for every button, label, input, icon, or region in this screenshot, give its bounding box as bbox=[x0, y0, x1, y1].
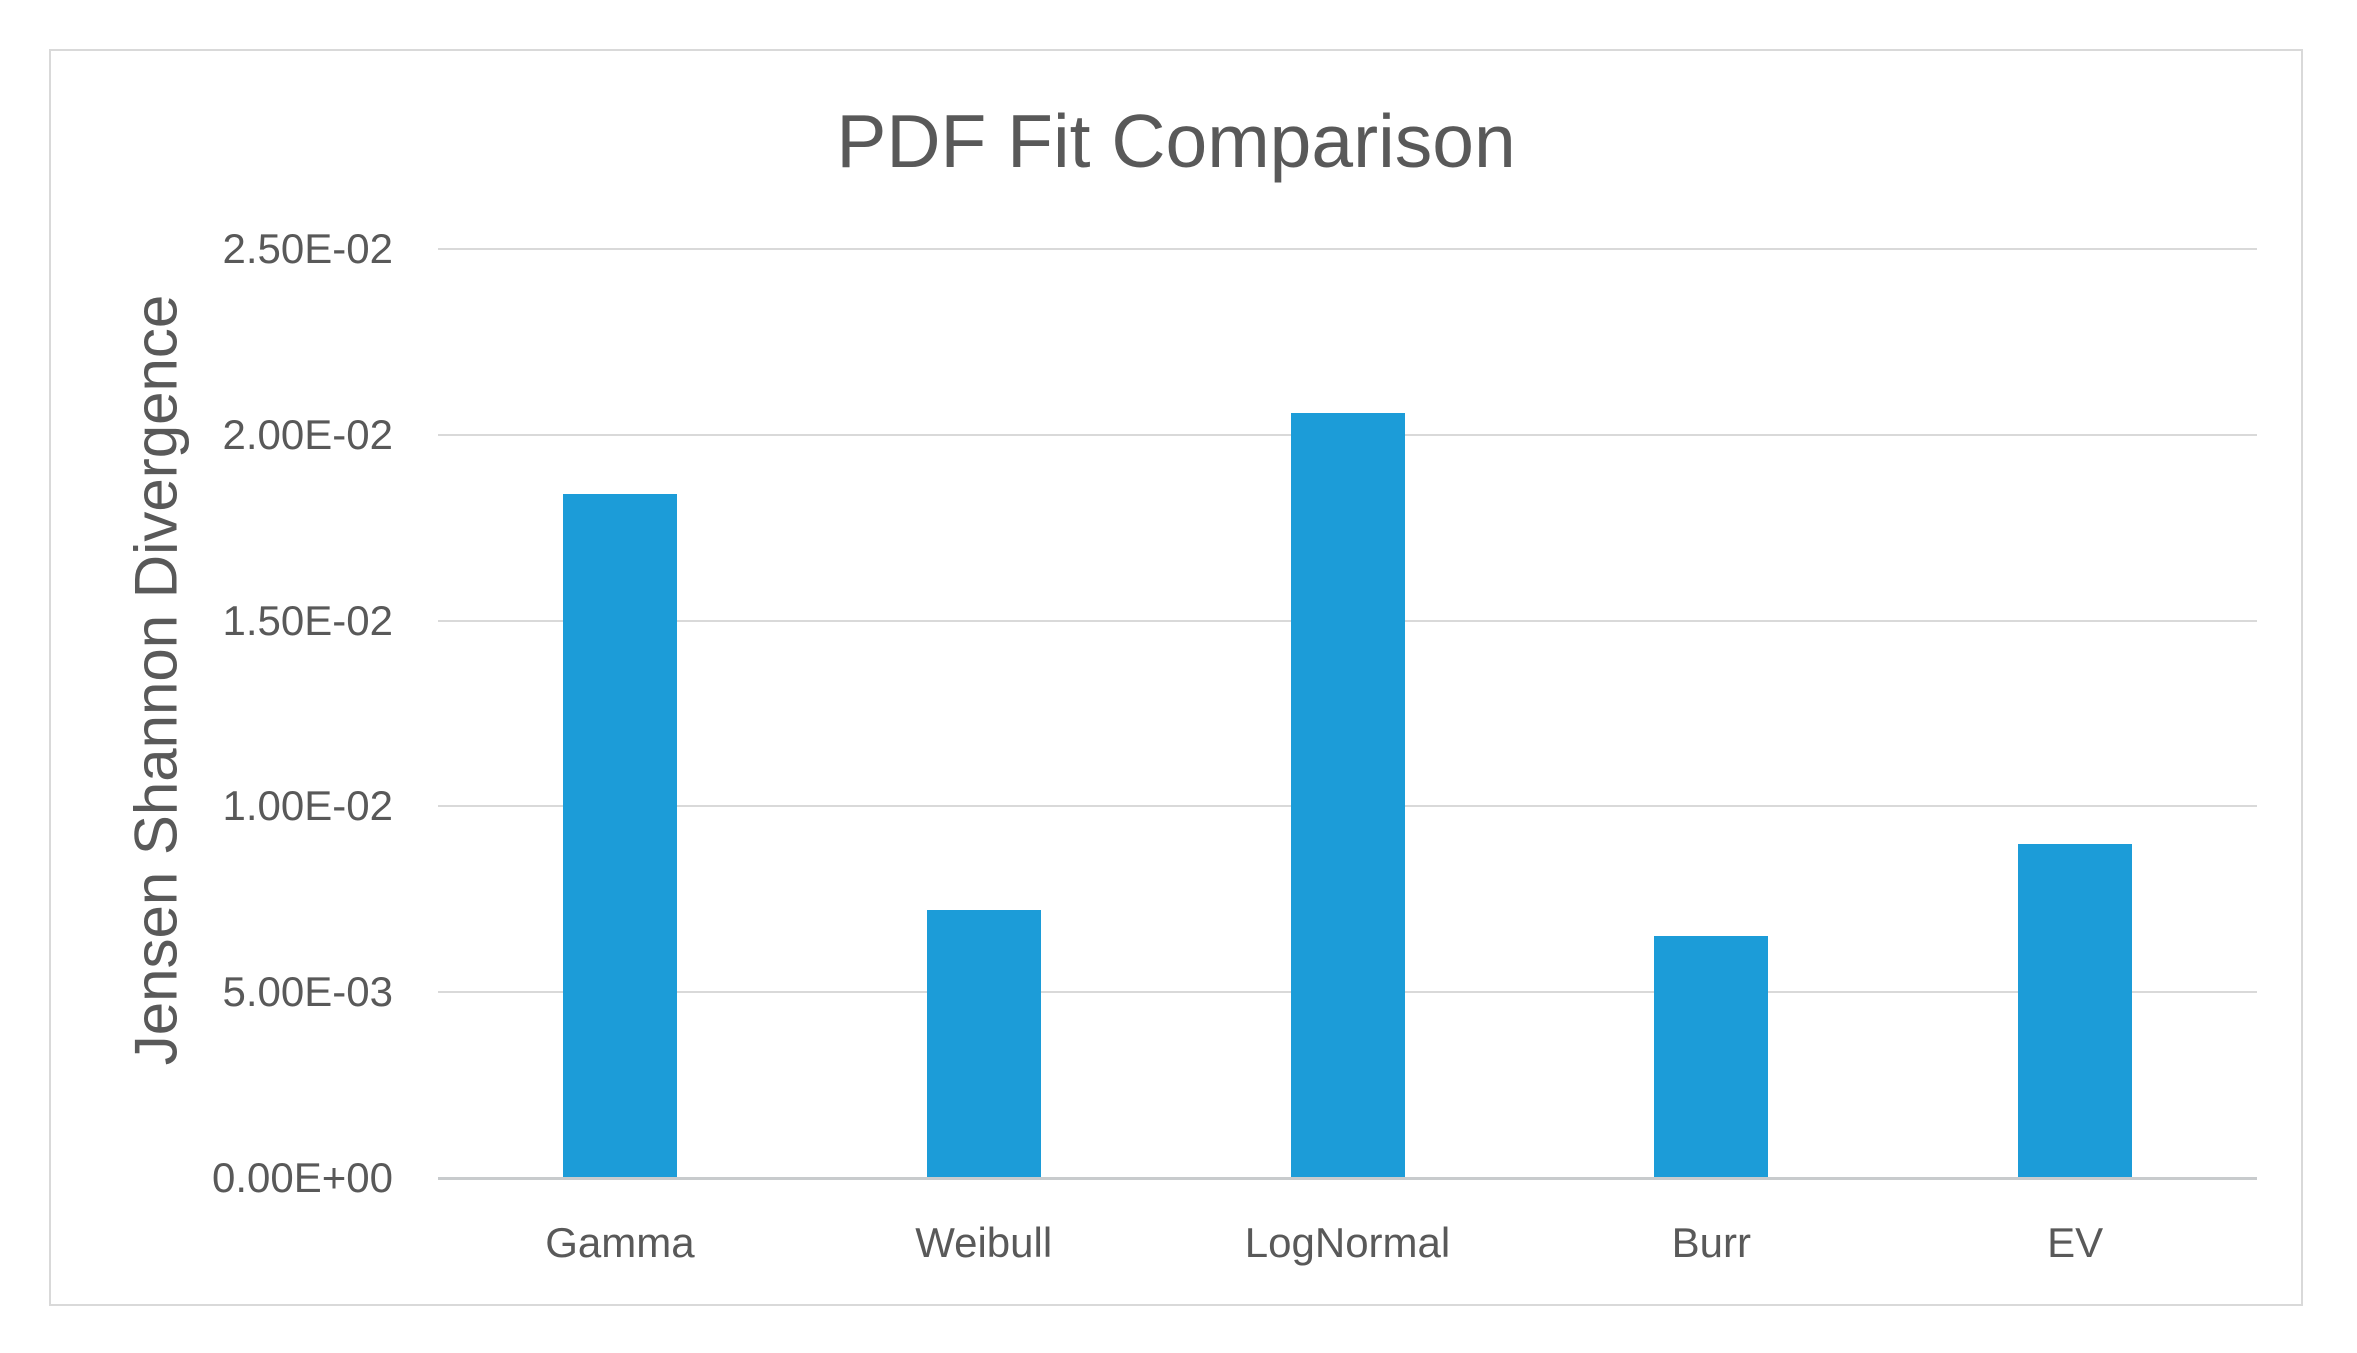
x-tick-label-ev: EV bbox=[2047, 1219, 2104, 1266]
y-tick-label: 2.50E-02 bbox=[222, 225, 393, 272]
x-tick-label-weibull: Weibull bbox=[915, 1219, 1053, 1266]
y-tick-label: 1.50E-02 bbox=[222, 596, 393, 644]
chart-frame: PDF Fit Comparison Jensen Shannon Diverg… bbox=[49, 49, 2303, 1306]
bar-gamma bbox=[562, 494, 677, 1178]
y-tick-label: 0.00E+00 bbox=[211, 1154, 393, 1201]
y-tick-label: 5.00E-03 bbox=[222, 968, 393, 1016]
bar-ev bbox=[2018, 843, 2133, 1178]
bar-weibull bbox=[926, 910, 1041, 1178]
bar-lognormal bbox=[1290, 412, 1405, 1178]
plot-area bbox=[438, 248, 2257, 1178]
x-tick-label-lognormal: LogNormal bbox=[1244, 1219, 1451, 1266]
y-axis-title: Jensen Shannon Divergence bbox=[122, 294, 190, 1066]
bar-burr bbox=[1654, 936, 1769, 1178]
y-tick-label: 1.00E-02 bbox=[222, 782, 393, 830]
x-axis-line bbox=[438, 1177, 2257, 1180]
y-tick-label: 2.00E-02 bbox=[222, 410, 393, 458]
x-tick-label-gamma: Gamma bbox=[545, 1219, 695, 1266]
gridline bbox=[438, 248, 2257, 250]
x-tick-label-burr: Burr bbox=[1671, 1219, 1751, 1266]
chart-title: PDF Fit Comparison bbox=[836, 99, 1516, 183]
